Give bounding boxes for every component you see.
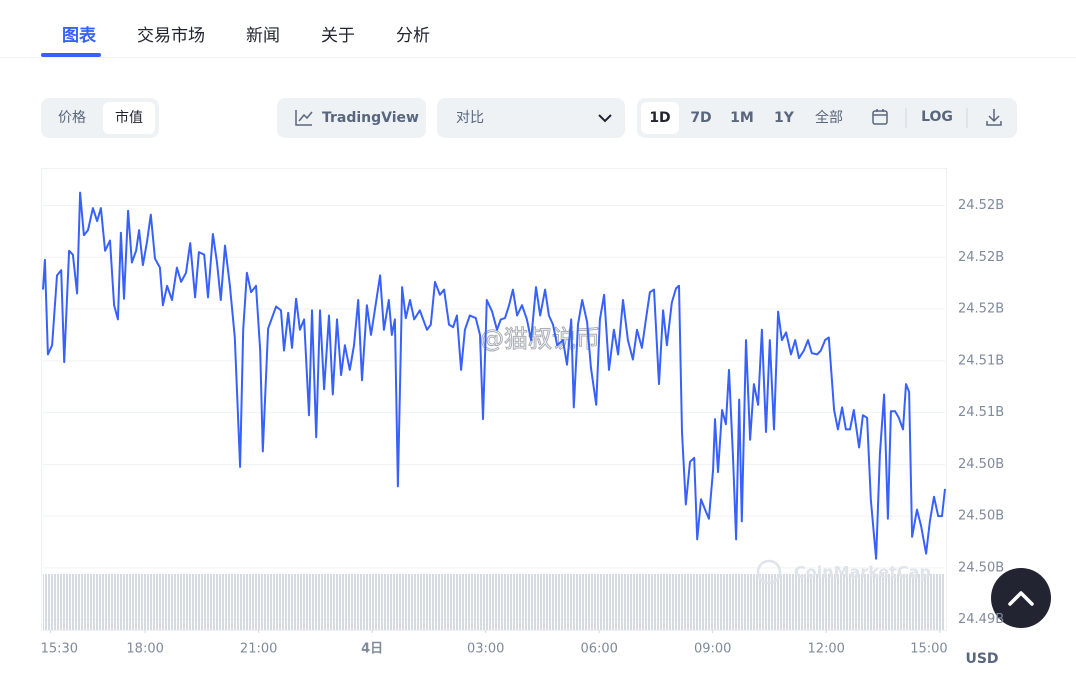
compare-dropdown[interactable] — [437, 98, 625, 138]
toggle-option[interactable]: 价格 — [58, 110, 86, 126]
y-tick-label: 24.50B — [958, 509, 1004, 524]
watermark-logo — [756, 559, 782, 585]
x-tick-label: 4日 — [361, 642, 383, 657]
range-selected — [641, 102, 679, 134]
watermark: CoinMarketCap — [794, 563, 931, 582]
x-tick-label: 12:00 — [807, 642, 844, 657]
y-tick-label: 24.49B — [958, 612, 1004, 627]
range-option[interactable]: 1M — [730, 110, 754, 126]
range-option[interactable]: 7D — [690, 110, 711, 126]
icon — [298, 111, 313, 122]
tab[interactable]: 分析 — [396, 26, 430, 46]
tab[interactable]: 图表 — [62, 25, 97, 46]
tradingview-button[interactable] — [277, 98, 426, 138]
toggle-selected — [103, 102, 155, 134]
plot — [42, 191, 946, 560]
y-tick-label: 24.52B — [958, 198, 1004, 213]
price-line — [42, 191, 946, 560]
download-icon[interactable] — [986, 109, 1002, 126]
tab[interactable]: 交易市场 — [137, 26, 205, 46]
chevron — [598, 114, 612, 123]
scroll-top-button[interactable] — [991, 568, 1051, 628]
range-option[interactable]: 全部 — [815, 109, 843, 126]
button-label: TradingView — [322, 110, 419, 126]
y-tick-label: 24.50B — [958, 457, 1004, 472]
currency-label: USD — [965, 651, 998, 667]
watermark: @猫叔说币 — [480, 325, 600, 353]
range-option[interactable]: 1D — [649, 110, 670, 126]
y-tick-label: 24.50B — [958, 560, 1004, 575]
x-tick-label: 15:00 — [910, 642, 947, 657]
x-tick-label: 18:00 — [126, 642, 163, 657]
y-tick-label: 24.52B — [958, 302, 1004, 317]
x-tick-label: 03:00 — [467, 642, 504, 657]
dropdown-label: 对比 — [456, 110, 484, 126]
x-tick-label: 21:00 — [240, 642, 277, 657]
x-tick-label: 09:00 — [694, 642, 731, 657]
icon — [1008, 591, 1034, 606]
grid — [43, 205, 945, 621]
range-group — [637, 98, 1017, 138]
y-tick-label: 24.51B — [958, 353, 1004, 368]
toggle-option[interactable]: 市值 — [115, 109, 143, 126]
volume-bars — [43, 574, 945, 630]
calendar-icon[interactable] — [872, 109, 888, 125]
x-tick-label: 06:00 — [580, 642, 617, 657]
x-tick-label: 15:30 — [41, 642, 78, 657]
chart-frame — [41, 168, 947, 631]
range-option[interactable]: 1Y — [774, 110, 795, 126]
tab[interactable]: 关于 — [321, 26, 355, 46]
tab-underline — [41, 53, 101, 57]
tab[interactable]: 新闻 — [246, 26, 280, 46]
icon — [295, 110, 312, 126]
y-tick-label: 24.51B — [958, 405, 1004, 420]
y-tick-label: 24.52B — [958, 250, 1004, 265]
log-toggle[interactable]: LOG — [921, 109, 953, 125]
